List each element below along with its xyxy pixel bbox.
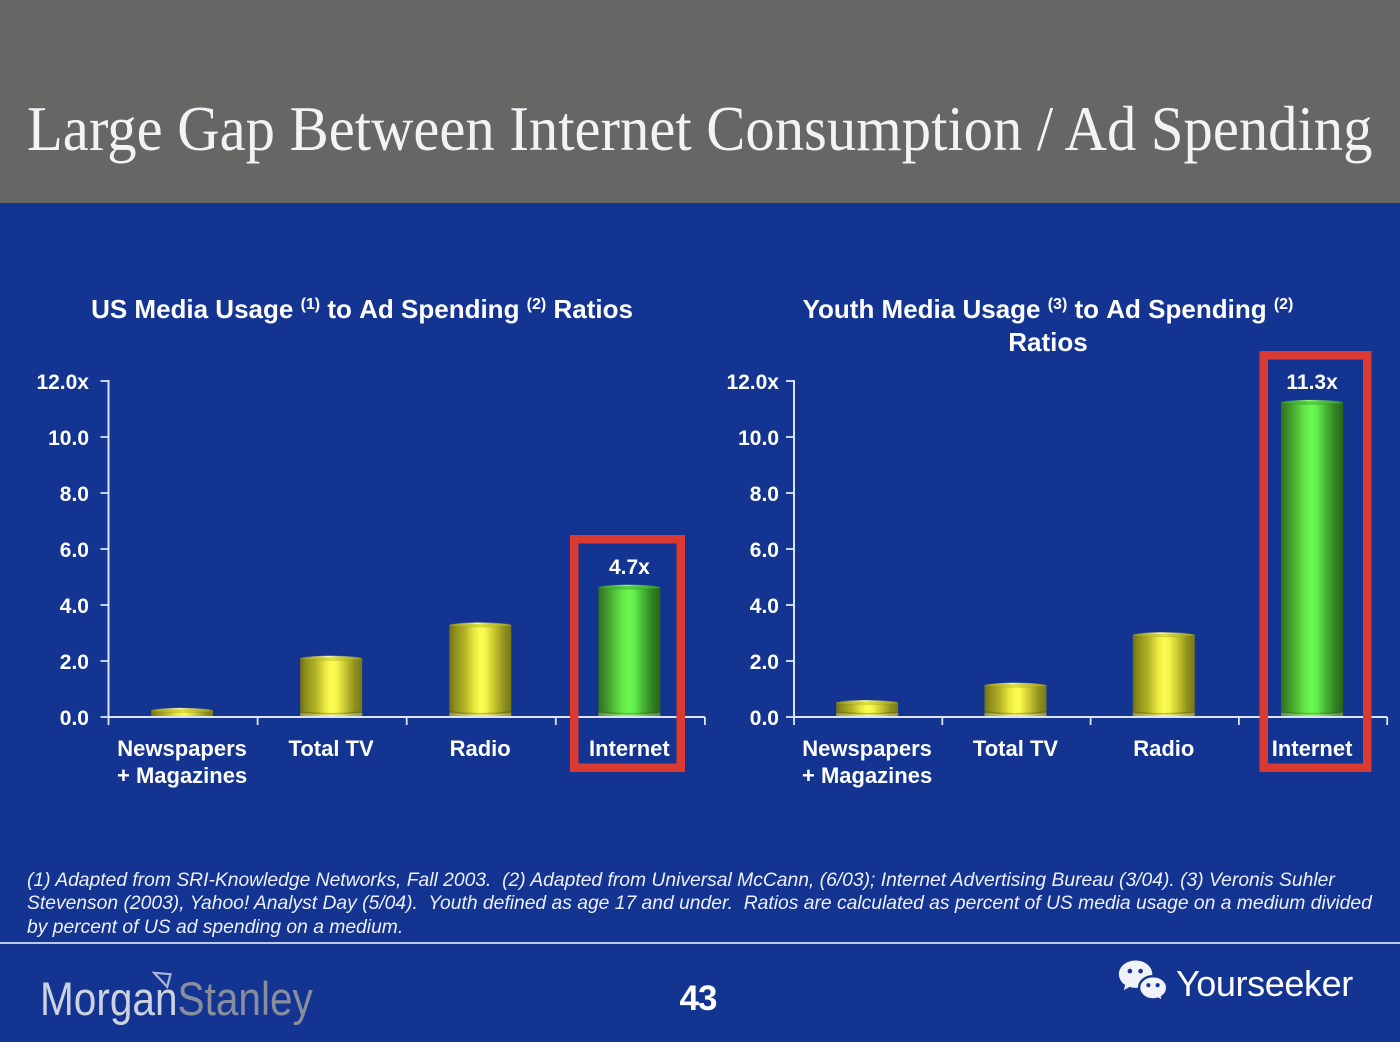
svg-text:2.0: 2.0 [750, 651, 779, 674]
svg-text:8.0: 8.0 [60, 483, 89, 506]
svg-text:12.0x: 12.0x [36, 371, 89, 394]
svg-text:12.0x: 12.0x [726, 371, 779, 394]
svg-text:10.0: 10.0 [48, 427, 89, 450]
svg-text:Newspapers: Newspapers [117, 736, 247, 761]
svg-text:6.0: 6.0 [60, 539, 89, 562]
svg-text:4.0: 4.0 [60, 595, 89, 618]
svg-text:Newspapers: Newspapers [802, 736, 932, 761]
svg-text:Total TV: Total TV [289, 736, 374, 761]
svg-text:4.0: 4.0 [750, 595, 779, 618]
svg-text:2.0: 2.0 [60, 651, 89, 674]
svg-text:Internet: Internet [1272, 736, 1353, 761]
svg-text:+ Magazines: + Magazines [802, 763, 932, 788]
svg-text:0.0: 0.0 [750, 707, 779, 730]
svg-text:6.0: 6.0 [750, 539, 779, 562]
svg-text:8.0: 8.0 [750, 483, 779, 506]
svg-text:4.7x: 4.7x [609, 556, 650, 579]
svg-text:0.0: 0.0 [60, 707, 89, 730]
svg-text:+ Magazines: + Magazines [117, 763, 247, 788]
svg-text:10.0: 10.0 [738, 427, 779, 450]
svg-text:Internet: Internet [589, 736, 670, 761]
svg-text:Radio: Radio [1133, 736, 1194, 761]
svg-text:11.3x: 11.3x [1286, 371, 1338, 394]
svg-text:Radio: Radio [450, 736, 511, 761]
svg-text:Total TV: Total TV [973, 736, 1058, 761]
